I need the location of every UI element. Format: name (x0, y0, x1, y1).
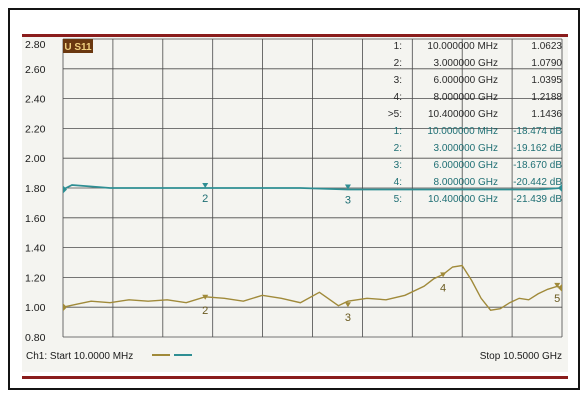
marker-table-value: -20.442 dB (513, 177, 562, 188)
marker-table-value: -18.670 dB (513, 160, 562, 171)
y-tick-label: 1.00 (25, 302, 46, 314)
marker-table-frequency: 6.000000 GHz (434, 75, 499, 86)
marker-table-value: 1.0623 (531, 41, 562, 52)
y-tick-label: 2.20 (25, 123, 46, 135)
marker-4-label: 4 (440, 282, 446, 294)
y-tick-label: 2.60 (25, 64, 46, 76)
marker-table-number: 3: (394, 75, 402, 86)
marker-table-frequency: 10.400000 GHz (428, 194, 498, 205)
marker-table-value: 1.0395 (531, 75, 562, 86)
marker-table: 1: 10.000000 MHz 1.0623 2: 3.000000 GHz 1.079… (388, 41, 563, 205)
y-tick-label: 2.00 (25, 153, 46, 165)
y-tick-label: 1.80 (25, 183, 46, 195)
marker-table-frequency: 10.400000 GHz (428, 109, 498, 120)
analyzer-screen: 2.80 2.60 2.40 2.20 2.00 1.80 1.60 1.40 1.20 1.00… (22, 37, 568, 372)
marker-table-value: 1.1436 (531, 109, 562, 120)
trace-1-end-reference (558, 283, 562, 292)
marker-table-number: >5: (388, 109, 402, 120)
trace-2-start-reference (63, 185, 67, 194)
marker-table-number: 1: (394, 126, 402, 137)
marker-3-label: 3 (345, 194, 351, 206)
bottom-red-bar (22, 376, 568, 379)
marker-5-trace-1 (554, 282, 561, 288)
y-tick-label: 1.40 (25, 243, 46, 255)
y-tick-label: 1.60 (25, 213, 46, 225)
marker-3-label: 3 (345, 312, 351, 324)
y-tick-label: 2.40 (25, 94, 46, 106)
marker-table-number: 4: (394, 92, 402, 103)
trace-1-start-reference (63, 303, 67, 312)
y-tick-label: 1.20 (25, 272, 46, 284)
marker-table-frequency: 6.000000 GHz (434, 160, 499, 171)
s11-chart: 2.80 2.60 2.40 2.20 2.00 1.80 1.60 1.40 1.20 1.00… (25, 38, 563, 362)
marker-2-label: 2 (202, 305, 208, 317)
marker-table-value: -18.474 dB (513, 126, 562, 137)
trace-2-line (62, 184, 563, 191)
trace-badge-background (63, 39, 93, 53)
trace-badge[interactable]: U S11 (64, 42, 92, 53)
marker-table-value: 1.2188 (531, 92, 562, 103)
marker-table-frequency: 10.000000 MHz (427, 126, 498, 137)
trace-1-line (62, 264, 563, 311)
marker-table-frequency: 8.000000 GHz (434, 177, 499, 188)
marker-table-value: -19.162 dB (513, 143, 562, 154)
marker-2-trace-2 (202, 183, 209, 188)
marker-2-trace-1 (202, 294, 209, 300)
trace-layer (62, 184, 563, 312)
marker-table-value: -21.439 dB (513, 194, 562, 205)
marker-3-trace-1 (344, 302, 351, 308)
marker-table-number: 1: (394, 41, 402, 52)
marker-table-frequency: 3.000000 GHz (434, 58, 499, 69)
marker-table-frequency: 10.000000 MHz (427, 41, 498, 52)
y-tick-label: 0.80 (25, 332, 46, 344)
trace-2-end-reference (558, 184, 562, 192)
y-axis-ticks: 2.80 2.60 2.40 2.20 2.00 1.80 1.60 1.40 1.20 1.00… (25, 39, 46, 344)
marker-table-number: 5: (394, 194, 402, 205)
marker-table-number: 2: (394, 58, 402, 69)
start-frequency-label: Ch1: Start 10.0000 MHz (26, 351, 133, 362)
marker-table-number: 3: (394, 160, 402, 171)
marker-4-trace-1 (440, 272, 447, 278)
marker-table-frequency: 3.000000 GHz (434, 143, 499, 154)
stop-frequency-label: Stop 10.5000 GHz (480, 351, 562, 362)
marker-3-trace-2 (344, 184, 351, 190)
marker-table-value: 1.0790 (531, 58, 562, 69)
marker-table-number: 4: (394, 177, 402, 188)
marker-table-frequency: 8.000000 GHz (434, 92, 499, 103)
top-red-bar (22, 34, 568, 37)
marker-table-number: 2: (394, 143, 402, 154)
marker-5-label: 5 (554, 293, 560, 305)
marker-2-label: 2 (202, 193, 208, 205)
marker-layer: 2 3 4 5 2 3 (202, 183, 560, 324)
y-tick-label: 2.80 (25, 39, 46, 51)
